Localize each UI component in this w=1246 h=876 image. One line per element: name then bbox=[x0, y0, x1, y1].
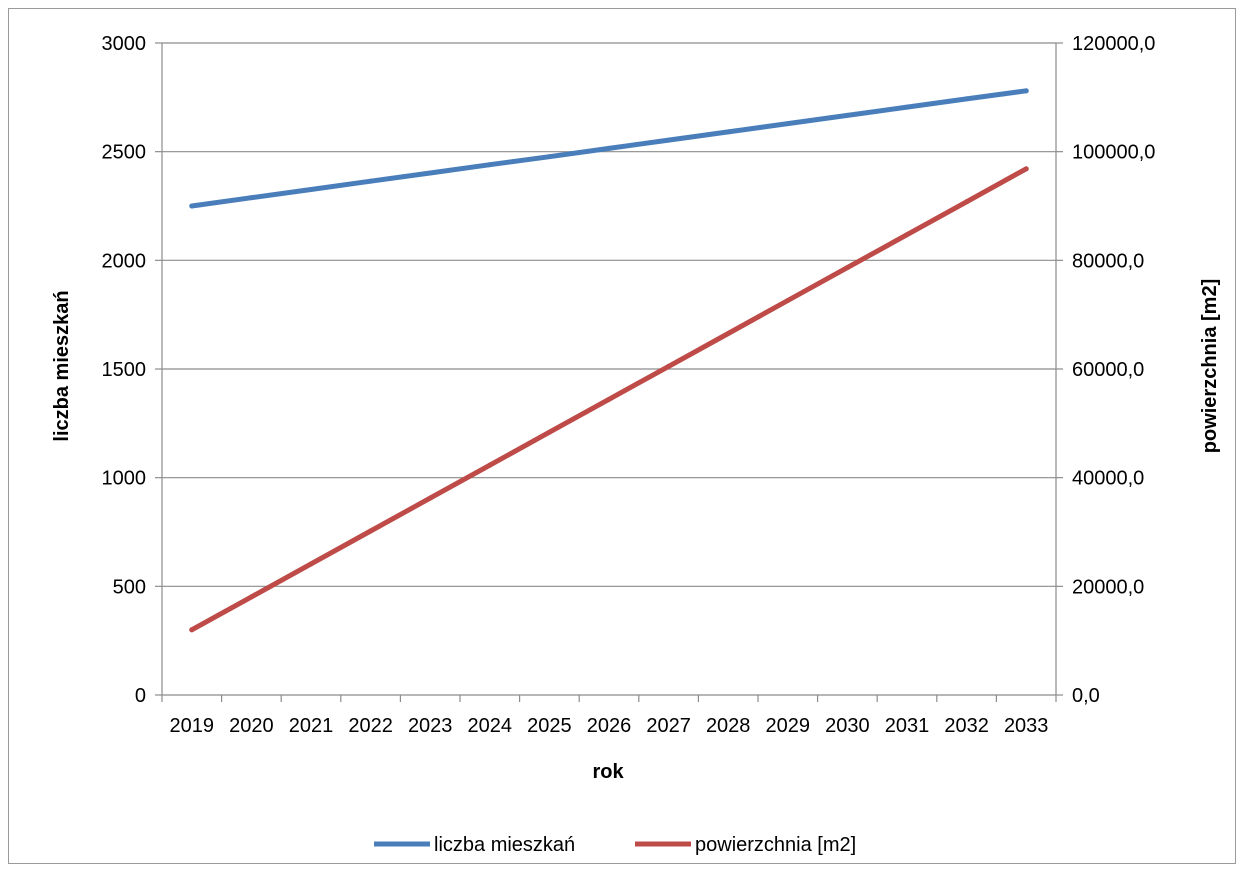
data-point bbox=[308, 561, 314, 567]
data-point bbox=[725, 330, 731, 336]
x-tick-label: 2029 bbox=[766, 715, 811, 737]
chart-area bbox=[8, 8, 1236, 864]
data-point bbox=[487, 162, 493, 168]
y2-axis-title: powierzchnia [m2] bbox=[1199, 279, 1221, 453]
data-point bbox=[785, 298, 791, 304]
y2-tick-label: 40000,0 bbox=[1072, 468, 1144, 490]
y2-tick-label: 100000,0 bbox=[1072, 142, 1155, 164]
data-point bbox=[964, 96, 970, 102]
x-tick-label: 2030 bbox=[825, 715, 870, 737]
data-point bbox=[606, 145, 612, 151]
y-tick-label: 0 bbox=[135, 685, 146, 707]
x-tick-label: 2025 bbox=[527, 715, 572, 737]
x-tick-label: 2032 bbox=[944, 715, 989, 737]
x-tick-label: 2022 bbox=[348, 715, 393, 737]
x-axis-title: rok bbox=[592, 761, 624, 783]
data-point bbox=[487, 462, 493, 468]
data-point bbox=[904, 104, 910, 110]
y-tick-label: 3000 bbox=[102, 33, 147, 55]
x-tick-label: 2033 bbox=[1004, 715, 1049, 737]
data-point bbox=[1023, 166, 1029, 172]
data-point bbox=[368, 528, 374, 534]
data-point bbox=[427, 170, 433, 176]
y2-tick-label: 20000,0 bbox=[1072, 576, 1144, 598]
data-point bbox=[785, 121, 791, 127]
x-tick-label: 2027 bbox=[646, 715, 691, 737]
legend-label-liczba-mieszkan: liczba mieszkań bbox=[434, 834, 575, 856]
y-tick-label: 2500 bbox=[102, 142, 147, 164]
data-point bbox=[666, 363, 672, 369]
x-tick-label: 2026 bbox=[587, 715, 632, 737]
y2-tick-label: 120000,0 bbox=[1072, 33, 1155, 55]
x-tick-label: 2031 bbox=[885, 715, 930, 737]
data-point bbox=[964, 199, 970, 205]
x-tick-label: 2028 bbox=[706, 715, 751, 737]
y2-tick-label: 60000,0 bbox=[1072, 359, 1144, 381]
data-point bbox=[189, 203, 195, 209]
y-tick-label: 500 bbox=[113, 576, 146, 598]
tick-labels: 0 0,0 500 20000,0 1000 40000,0 1500 60000,0 2000… bbox=[102, 33, 1156, 737]
gridlines bbox=[162, 42, 1056, 587]
x-tick-label: 2023 bbox=[408, 715, 453, 737]
data-point bbox=[844, 265, 850, 271]
data-point bbox=[368, 178, 374, 184]
data-point bbox=[546, 154, 552, 160]
data-point bbox=[427, 495, 433, 501]
y-tick-label: 1000 bbox=[102, 468, 147, 490]
data-point bbox=[248, 195, 254, 201]
legend: liczba mieszkań powierzchnia [m2] bbox=[374, 834, 856, 856]
data-point bbox=[725, 129, 731, 135]
x-tick-label: 2024 bbox=[468, 715, 513, 737]
data-point bbox=[546, 429, 552, 435]
y-axis-title: liczba mieszkań bbox=[51, 290, 73, 441]
data-point bbox=[189, 627, 195, 633]
series bbox=[189, 88, 1029, 633]
x-tick-label: 2019 bbox=[170, 715, 215, 737]
legend-label-powierzchnia: powierzchnia [m2] bbox=[695, 834, 856, 856]
data-point bbox=[308, 186, 314, 192]
y2-tick-label: 0,0 bbox=[1072, 685, 1100, 707]
y-tick-label: 2000 bbox=[102, 250, 147, 272]
axes bbox=[155, 42, 1063, 702]
data-point bbox=[904, 232, 910, 238]
y2-tick-label: 80000,0 bbox=[1072, 250, 1144, 272]
data-point bbox=[666, 137, 672, 143]
y-tick-label: 1500 bbox=[102, 359, 147, 381]
x-tick-label: 2021 bbox=[289, 715, 334, 737]
data-point bbox=[844, 112, 850, 118]
data-point bbox=[606, 396, 612, 402]
x-tick-label: 2020 bbox=[229, 715, 274, 737]
data-point bbox=[248, 594, 254, 600]
data-point bbox=[1023, 88, 1029, 94]
